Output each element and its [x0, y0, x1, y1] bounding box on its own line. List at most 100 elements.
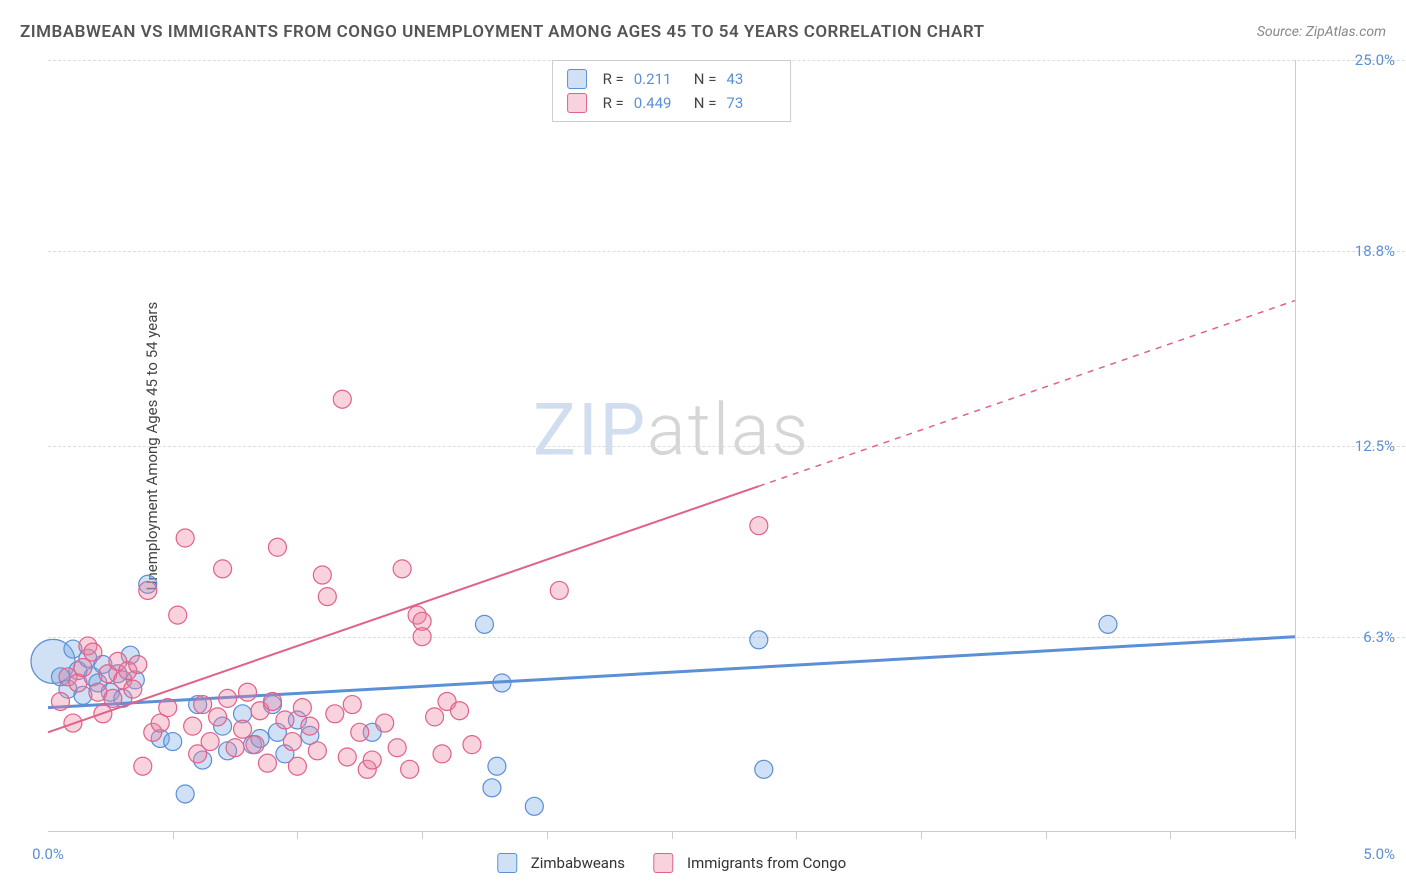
- scatter-point-congo: [750, 517, 768, 535]
- stats-legend-row-zimbabweans: R = 0.211 N = 43: [567, 67, 777, 91]
- scatter-point-congo: [258, 754, 276, 772]
- x-right-tick-label: 5.0%: [1363, 845, 1395, 863]
- x-tick: [297, 831, 298, 839]
- r-value-zimbabweans: 0.211: [634, 67, 684, 91]
- scatter-point-congo: [550, 581, 568, 599]
- scatter-point-congo: [338, 748, 356, 766]
- scatter-point-congo: [184, 717, 202, 735]
- r-value-congo: 0.449: [634, 91, 684, 115]
- scatter-point-congo: [388, 739, 406, 757]
- scatter-point-congo: [333, 390, 351, 408]
- scatter-point-congo: [318, 588, 336, 606]
- swatch-zimbabweans: [567, 69, 587, 89]
- scatter-point-zimbabweans: [483, 779, 501, 797]
- scatter-point-zimbabweans: [176, 785, 194, 803]
- x-tick: [796, 831, 797, 839]
- swatch-zimbabweans: [497, 853, 517, 873]
- scatter-point-congo: [84, 643, 102, 661]
- x-left-tick-label: 0.0%: [32, 845, 64, 863]
- y-tick-label: 12.5%: [1355, 437, 1395, 455]
- stats-legend-row-congo: R = 0.449 N = 73: [567, 91, 777, 115]
- scatter-point-congo: [201, 733, 219, 751]
- scatter-point-congo: [433, 745, 451, 763]
- n-prefix: N =: [694, 67, 717, 91]
- x-tick: [1295, 831, 1296, 839]
- scatter-point-congo: [268, 538, 286, 556]
- legend-label-congo: Immigrants from Congo: [687, 854, 846, 872]
- r-prefix: R =: [603, 67, 624, 91]
- scatter-point-congo: [194, 696, 212, 714]
- scatter-point-congo: [139, 581, 157, 599]
- scatter-point-congo: [288, 757, 306, 775]
- r-prefix: R =: [603, 91, 624, 115]
- scatter-point-congo: [413, 628, 431, 646]
- scatter-point-congo: [393, 560, 411, 578]
- swatch-congo: [567, 93, 587, 113]
- scatter-point-congo: [134, 757, 152, 775]
- scatter-point-congo: [293, 699, 311, 717]
- x-tick: [547, 831, 548, 839]
- scatter-point-congo: [326, 705, 344, 723]
- source-label: Source: ZipAtlas.com: [1257, 24, 1386, 40]
- scatter-point-congo: [51, 692, 69, 710]
- scatter-point-congo: [376, 714, 394, 732]
- scatter-point-congo: [239, 683, 257, 701]
- scatter-point-congo: [313, 566, 331, 584]
- scatter-point-zimbabweans: [750, 631, 768, 649]
- scatter-point-congo: [159, 699, 177, 717]
- plot-area: ZIPatlas 6.3%12.5%18.8%25.0% 0.0% 5.0% R…: [48, 60, 1296, 832]
- legend-label-zimbabweans: Zimbabweans: [531, 854, 625, 872]
- trendline-dashed-congo: [759, 301, 1295, 487]
- scatter-point-congo: [401, 760, 419, 778]
- scatter-point-congo: [246, 736, 264, 754]
- scatter-point-congo: [129, 655, 147, 673]
- scatter-point-zimbabweans: [525, 797, 543, 815]
- scatter-point-congo: [234, 720, 252, 738]
- x-tick: [1170, 831, 1171, 839]
- scatter-point-congo: [343, 696, 361, 714]
- scatter-point-congo: [219, 689, 237, 707]
- x-tick: [672, 831, 673, 839]
- n-value-zimbabweans: 43: [726, 67, 776, 91]
- legend-item-congo: Immigrants from Congo: [653, 853, 846, 873]
- correlation-chart: ZIMBABWEAN VS IMMIGRANTS FROM CONGO UNEM…: [0, 0, 1406, 892]
- scatter-point-zimbabweans: [488, 757, 506, 775]
- x-tick: [1046, 831, 1047, 839]
- scatter-point-congo: [283, 733, 301, 751]
- x-tick: [422, 831, 423, 839]
- y-tick-label: 25.0%: [1355, 51, 1395, 69]
- scatter-point-congo: [308, 742, 326, 760]
- x-tick: [921, 831, 922, 839]
- scatter-point-zimbabweans: [164, 733, 182, 751]
- n-value-congo: 73: [726, 91, 776, 115]
- scatter-point-congo: [263, 692, 281, 710]
- swatch-congo: [653, 853, 673, 873]
- scatter-point-congo: [209, 708, 227, 726]
- y-tick-label: 18.8%: [1355, 242, 1395, 260]
- scatter-point-congo: [226, 739, 244, 757]
- scatter-point-congo: [176, 529, 194, 547]
- scatter-point-congo: [351, 723, 369, 741]
- scatter-point-congo: [124, 680, 142, 698]
- scatter-point-congo: [463, 736, 481, 754]
- scatter-svg: [48, 60, 1295, 831]
- scatter-point-congo: [363, 751, 381, 769]
- scatter-point-congo: [301, 717, 319, 735]
- scatter-point-congo: [214, 560, 232, 578]
- scatter-point-zimbabweans: [475, 615, 493, 633]
- scatter-point-congo: [104, 689, 122, 707]
- n-prefix: N =: [694, 91, 717, 115]
- scatter-point-zimbabweans: [1099, 615, 1117, 633]
- scatter-point-congo: [169, 606, 187, 624]
- scatter-point-congo: [451, 702, 469, 720]
- y-tick-label: 6.3%: [1363, 628, 1395, 646]
- x-tick: [173, 831, 174, 839]
- scatter-point-congo: [276, 711, 294, 729]
- chart-title: ZIMBABWEAN VS IMMIGRANTS FROM CONGO UNEM…: [20, 22, 985, 42]
- scatter-point-congo: [426, 708, 444, 726]
- stats-legend: R = 0.211 N = 43 R = 0.449 N = 73: [552, 60, 792, 122]
- trendline-congo: [48, 486, 759, 732]
- scatter-point-congo: [74, 659, 92, 677]
- bottom-legend: Zimbabweans Immigrants from Congo: [497, 853, 846, 873]
- legend-item-zimbabweans: Zimbabweans: [497, 853, 625, 873]
